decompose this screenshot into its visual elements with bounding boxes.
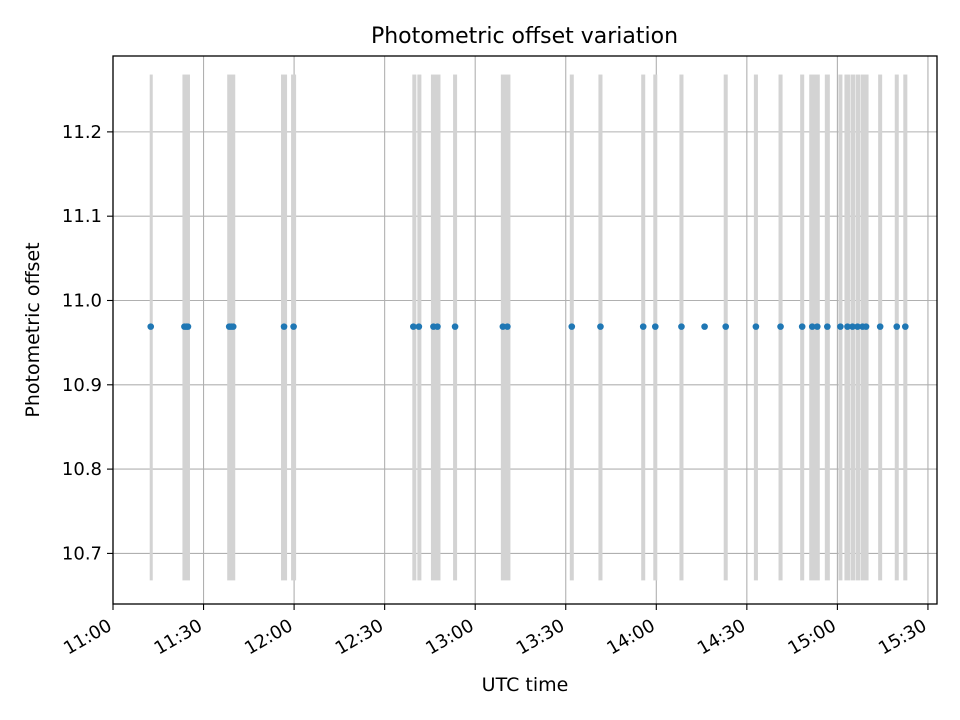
x-axis-title: UTC time (482, 674, 569, 696)
data-point (639, 323, 647, 330)
data-point (849, 323, 856, 330)
data-point (290, 323, 297, 330)
data-point (752, 323, 760, 330)
data-point (651, 323, 659, 330)
plot-frame (112, 55, 938, 605)
data-point (678, 323, 685, 330)
y-tick-label: 11.1 (62, 206, 102, 227)
data-point (798, 323, 806, 330)
data-point (701, 323, 708, 330)
y-axis: 10.7 10.8 10.9 11.0 11.1 11.2 (62, 122, 113, 564)
data-point (862, 323, 870, 330)
data-point (451, 323, 459, 330)
y-tick-label: 10.9 (62, 375, 102, 396)
data-points (147, 323, 909, 330)
data-point (844, 323, 851, 330)
data-point (808, 323, 816, 330)
y-axis-title: Photometric offset (22, 242, 44, 417)
data-point (280, 323, 288, 330)
data-point (777, 323, 784, 330)
data-point (597, 323, 604, 330)
data-point (504, 323, 511, 330)
data-point (854, 323, 861, 330)
y-tick-label: 10.7 (62, 543, 102, 564)
data-point (147, 323, 155, 330)
data-point (184, 323, 192, 330)
data-point (876, 323, 884, 330)
data-point (410, 323, 417, 330)
data-point (229, 323, 237, 330)
data-point (434, 323, 441, 330)
data-point (415, 323, 423, 330)
data-point (722, 323, 730, 330)
data-point (893, 323, 901, 330)
y-tick-label: 11.2 (62, 122, 102, 143)
data-point (813, 323, 821, 330)
data-point (568, 323, 576, 330)
data-point (824, 323, 831, 330)
data-point (902, 323, 909, 330)
y-tick-label: 10.8 (62, 459, 102, 480)
chart-title: Photometric offset variation (371, 24, 678, 49)
y-tick-label: 11.0 (62, 290, 102, 311)
data-point (837, 323, 844, 330)
data-point (499, 323, 507, 330)
